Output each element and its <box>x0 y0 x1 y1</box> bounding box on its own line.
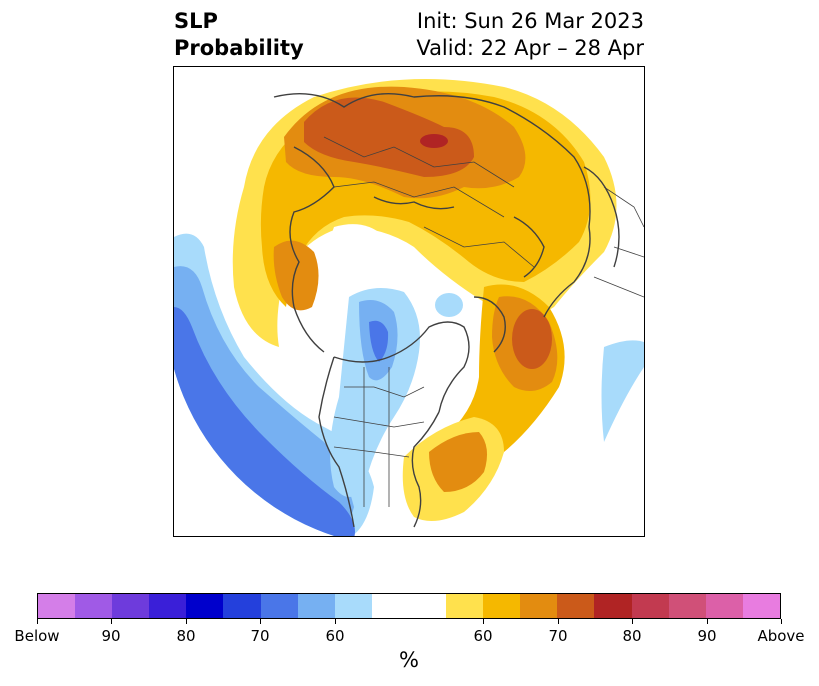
colorbar-segment <box>520 594 558 618</box>
colorbar-tick-mark <box>335 619 336 624</box>
colorbar-tick-label: 70 <box>250 627 270 645</box>
colorbar-tick-mark <box>260 619 261 624</box>
colorbar-tick-mark <box>37 619 38 624</box>
map-panel <box>173 66 645 537</box>
colorbar-segment <box>260 594 298 618</box>
colorbar-segment <box>223 594 261 618</box>
colorbar-segment <box>668 594 706 618</box>
arctic-light-blue-region <box>330 288 420 497</box>
colorbar-tick-mark <box>558 619 559 624</box>
title-line-2: Probability <box>174 36 304 60</box>
na-east-orange-region <box>429 432 488 492</box>
valid-range: Valid: 22 Apr – 28 Apr <box>416 36 644 60</box>
arctic-small-blue-patch <box>435 293 463 317</box>
colorbar-segment <box>186 594 224 618</box>
colorbar-tick-label: 80 <box>622 627 642 645</box>
colorbar <box>37 593 781 619</box>
colorbar-tick-mark <box>186 619 187 624</box>
colorbar-unit: % <box>399 648 419 672</box>
eurasia-red-core <box>420 134 448 148</box>
colorbar-tick-label: 90 <box>697 627 717 645</box>
map-dates: Init: Sun 26 Mar 2023 Valid: 22 Apr – 28… <box>416 8 644 62</box>
europe-orange-lobe <box>273 240 319 311</box>
colorbar-segment <box>742 594 780 618</box>
colorbar-tick-label: Below <box>14 627 60 645</box>
colorbar-tick-label: 70 <box>548 627 568 645</box>
borders <box>323 136 644 507</box>
colorbar-segment <box>149 594 187 618</box>
title-line-1: SLP <box>174 9 218 33</box>
colorbar-tick-label: 60 <box>473 627 493 645</box>
colorbar-segment <box>631 594 669 618</box>
colorbar-tick-mark <box>632 619 633 624</box>
colorbar-tick-mark <box>707 619 708 624</box>
map-title: SLP Probability <box>174 8 304 62</box>
colorbar-segment <box>371 594 409 618</box>
colorbar-segment <box>446 594 484 618</box>
coastlines <box>273 92 620 528</box>
colorbar-tick-mark <box>781 619 782 624</box>
colorbar-segment <box>594 594 632 618</box>
colorbar-segment <box>557 594 595 618</box>
colorbar-tick-mark <box>483 619 484 624</box>
arctic-deep-blue-region <box>369 320 389 362</box>
colorbar-tick-label: 80 <box>176 627 196 645</box>
colorbar-tick-mark <box>111 619 112 624</box>
colorbar-tick-label: 60 <box>325 627 345 645</box>
colorbar-segment <box>75 594 113 618</box>
colorbar-segment <box>334 594 372 618</box>
colorbar-segment <box>38 594 76 618</box>
colorbar-segment <box>297 594 335 618</box>
init-date: Init: Sun 26 Mar 2023 <box>416 9 644 33</box>
pacific-darkorange-core <box>512 309 552 369</box>
probability-map <box>174 79 644 536</box>
eurasia-darkorange-region <box>304 97 474 177</box>
colorbar-tick-label: 90 <box>101 627 121 645</box>
white-arctic-gap <box>329 224 393 289</box>
colorbar-segment <box>112 594 150 618</box>
colorbar-segment <box>705 594 743 618</box>
colorbar-segment <box>483 594 521 618</box>
pacific-east-light-blue <box>601 340 644 442</box>
colorbar-tick-label: Above <box>757 627 805 645</box>
colorbar-segment <box>408 594 447 618</box>
